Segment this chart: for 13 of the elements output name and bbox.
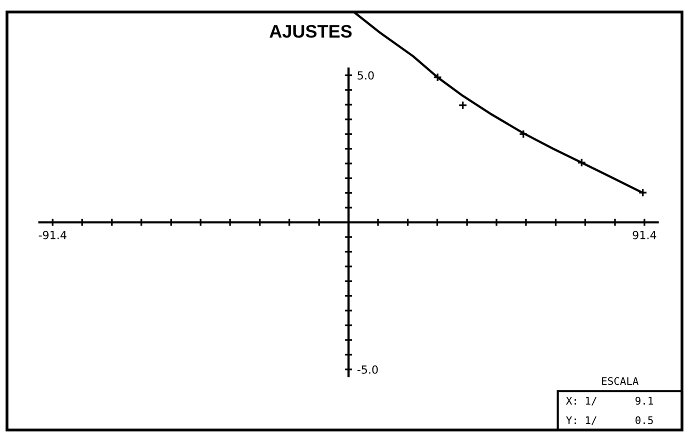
annotation: ESCALA bbox=[602, 377, 639, 385]
annotation: X: 1/ 9.1 bbox=[566, 396, 653, 406]
y-tick-label: -5.0 bbox=[357, 365, 378, 374]
x-tick-label: 91.4 bbox=[632, 230, 656, 240]
annotation: Y: 1/ 0.5 bbox=[566, 416, 653, 425]
x-tick-label: -91.4 bbox=[38, 230, 66, 240]
point bbox=[433, 72, 442, 82]
point bbox=[458, 100, 468, 110]
point bbox=[577, 158, 586, 168]
text: AJUSTES bbox=[270, 24, 352, 38]
point bbox=[518, 130, 528, 139]
point bbox=[638, 188, 648, 198]
y-tick-label: 5.0 bbox=[358, 71, 374, 80]
